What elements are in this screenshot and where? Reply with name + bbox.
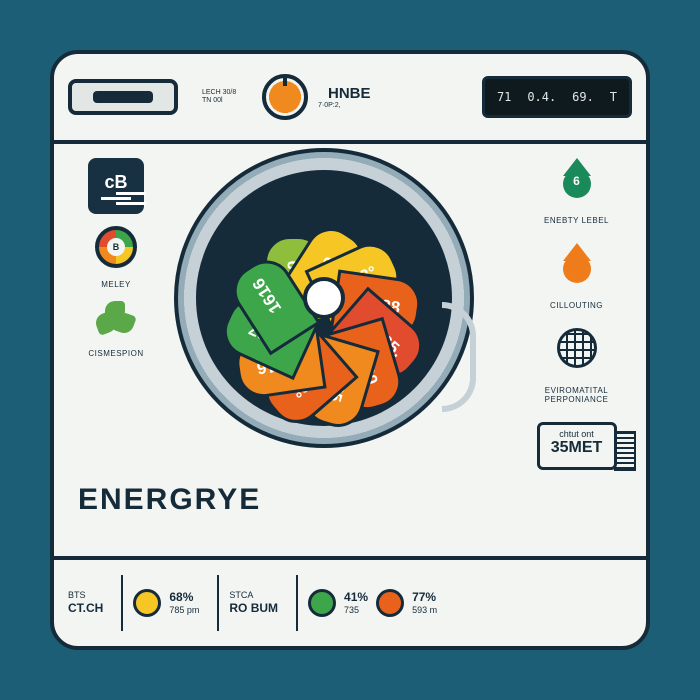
cillouting-label: CILLOUTING bbox=[550, 301, 603, 310]
door-handle[interactable] bbox=[442, 302, 476, 412]
brand-sub: 7·0P:2, bbox=[318, 102, 371, 109]
stat-green: 41%735 bbox=[308, 589, 368, 617]
brand-label: HNBE bbox=[328, 85, 371, 102]
stat-orange: 77%593 m bbox=[376, 589, 437, 617]
detergent-slot[interactable] bbox=[68, 79, 178, 115]
digit-1: 0.4. bbox=[527, 90, 556, 104]
meter-readout: chtut ont 35MET bbox=[537, 422, 617, 470]
efficiency-gauge-icon bbox=[95, 226, 137, 268]
energy-title: ENERGRYE bbox=[78, 483, 261, 517]
appliance-panel: LECH 30/8 TN 00l HNBE 7·0P:2, 71 0.4. 69… bbox=[50, 50, 650, 650]
digit-3: T bbox=[610, 90, 617, 104]
eco-leaves-icon bbox=[94, 301, 138, 337]
stat-stca: STCARO BUM bbox=[229, 590, 278, 615]
right-icon-rail: 6 ENEBTY LEBEL CILLOUTING EVIROMATITAL P… bbox=[519, 158, 634, 470]
digit-2: 69. bbox=[572, 90, 594, 104]
legend-dot-green bbox=[308, 589, 336, 617]
program-dial[interactable] bbox=[262, 74, 308, 120]
left-icon-rail: cB MELEY CISMESPION bbox=[66, 158, 166, 358]
meley-label: MELEY bbox=[101, 280, 131, 289]
legend-dot-orange bbox=[376, 589, 404, 617]
tiny-readout: LECH 30/8 TN 00l bbox=[202, 89, 246, 106]
cismespion-label: CISMESPION bbox=[88, 349, 143, 358]
globe-icon bbox=[557, 328, 597, 368]
env-perf-label: EVIROMATITAL PERPONIANCE bbox=[545, 386, 609, 404]
wheel-hub bbox=[303, 277, 345, 319]
top-control-strip: LECH 30/8 TN 00l HNBE 7·0P:2, 71 0.4. 69… bbox=[54, 54, 646, 144]
stat-yellow: 68%785 pm bbox=[133, 589, 199, 617]
cb-badge-icon: cB bbox=[88, 158, 144, 214]
drum: 20913°+38265.30850°816271616 bbox=[174, 148, 474, 448]
digital-display: 71 0.4. 69. T bbox=[482, 76, 632, 118]
legend-dot-yellow bbox=[133, 589, 161, 617]
water-drop-green-icon: 6 bbox=[561, 158, 593, 198]
digit-0: 71 bbox=[497, 90, 511, 104]
bottom-legend: BTSCT.CH 68%785 pm STCARO BUM 41%735 77%… bbox=[54, 556, 646, 646]
water-drop-orange-icon bbox=[561, 243, 593, 283]
body-area: cB MELEY CISMESPION 6 ENEBTY LEBEL CILLO… bbox=[54, 148, 646, 646]
stat-bts: BTSCT.CH bbox=[68, 590, 103, 615]
energy-label-text: ENEBTY LEBEL bbox=[544, 216, 609, 225]
